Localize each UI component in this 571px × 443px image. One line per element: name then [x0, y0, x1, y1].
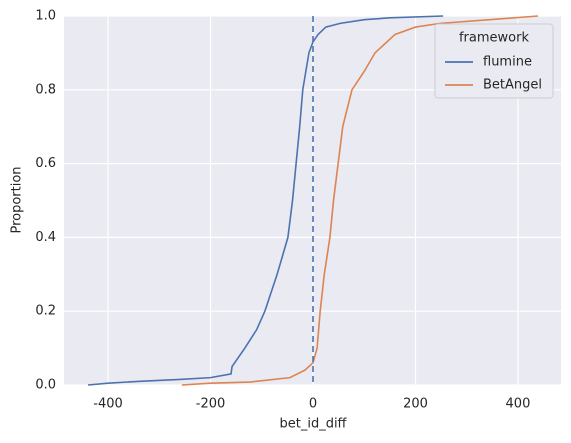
x-tick-label: 0 — [309, 397, 317, 412]
x-axis-label: bet_id_diff — [279, 417, 347, 432]
legend-box — [434, 23, 554, 99]
series-line — [88, 15, 444, 386]
y-tick-label: 0.4 — [35, 230, 56, 245]
legend-label: flumine — [483, 55, 532, 70]
x-tick-label: 400 — [506, 397, 531, 412]
y-tick-label: 1.0 — [35, 9, 56, 24]
x-tick-label: -200 — [196, 397, 226, 412]
y-tick-label: 0.0 — [35, 378, 56, 393]
legend-label: BetAngel — [483, 78, 542, 93]
y-axis-label: Proportion — [10, 166, 25, 233]
y-tick-label: 0.6 — [35, 156, 56, 171]
legend-title: framework — [459, 31, 529, 46]
x-tick-label: -400 — [93, 397, 123, 412]
y-tick-label: 0.8 — [35, 82, 56, 97]
x-tick-label: 200 — [403, 397, 428, 412]
y-tick-label: 0.2 — [35, 304, 56, 319]
series-line — [181, 15, 539, 386]
